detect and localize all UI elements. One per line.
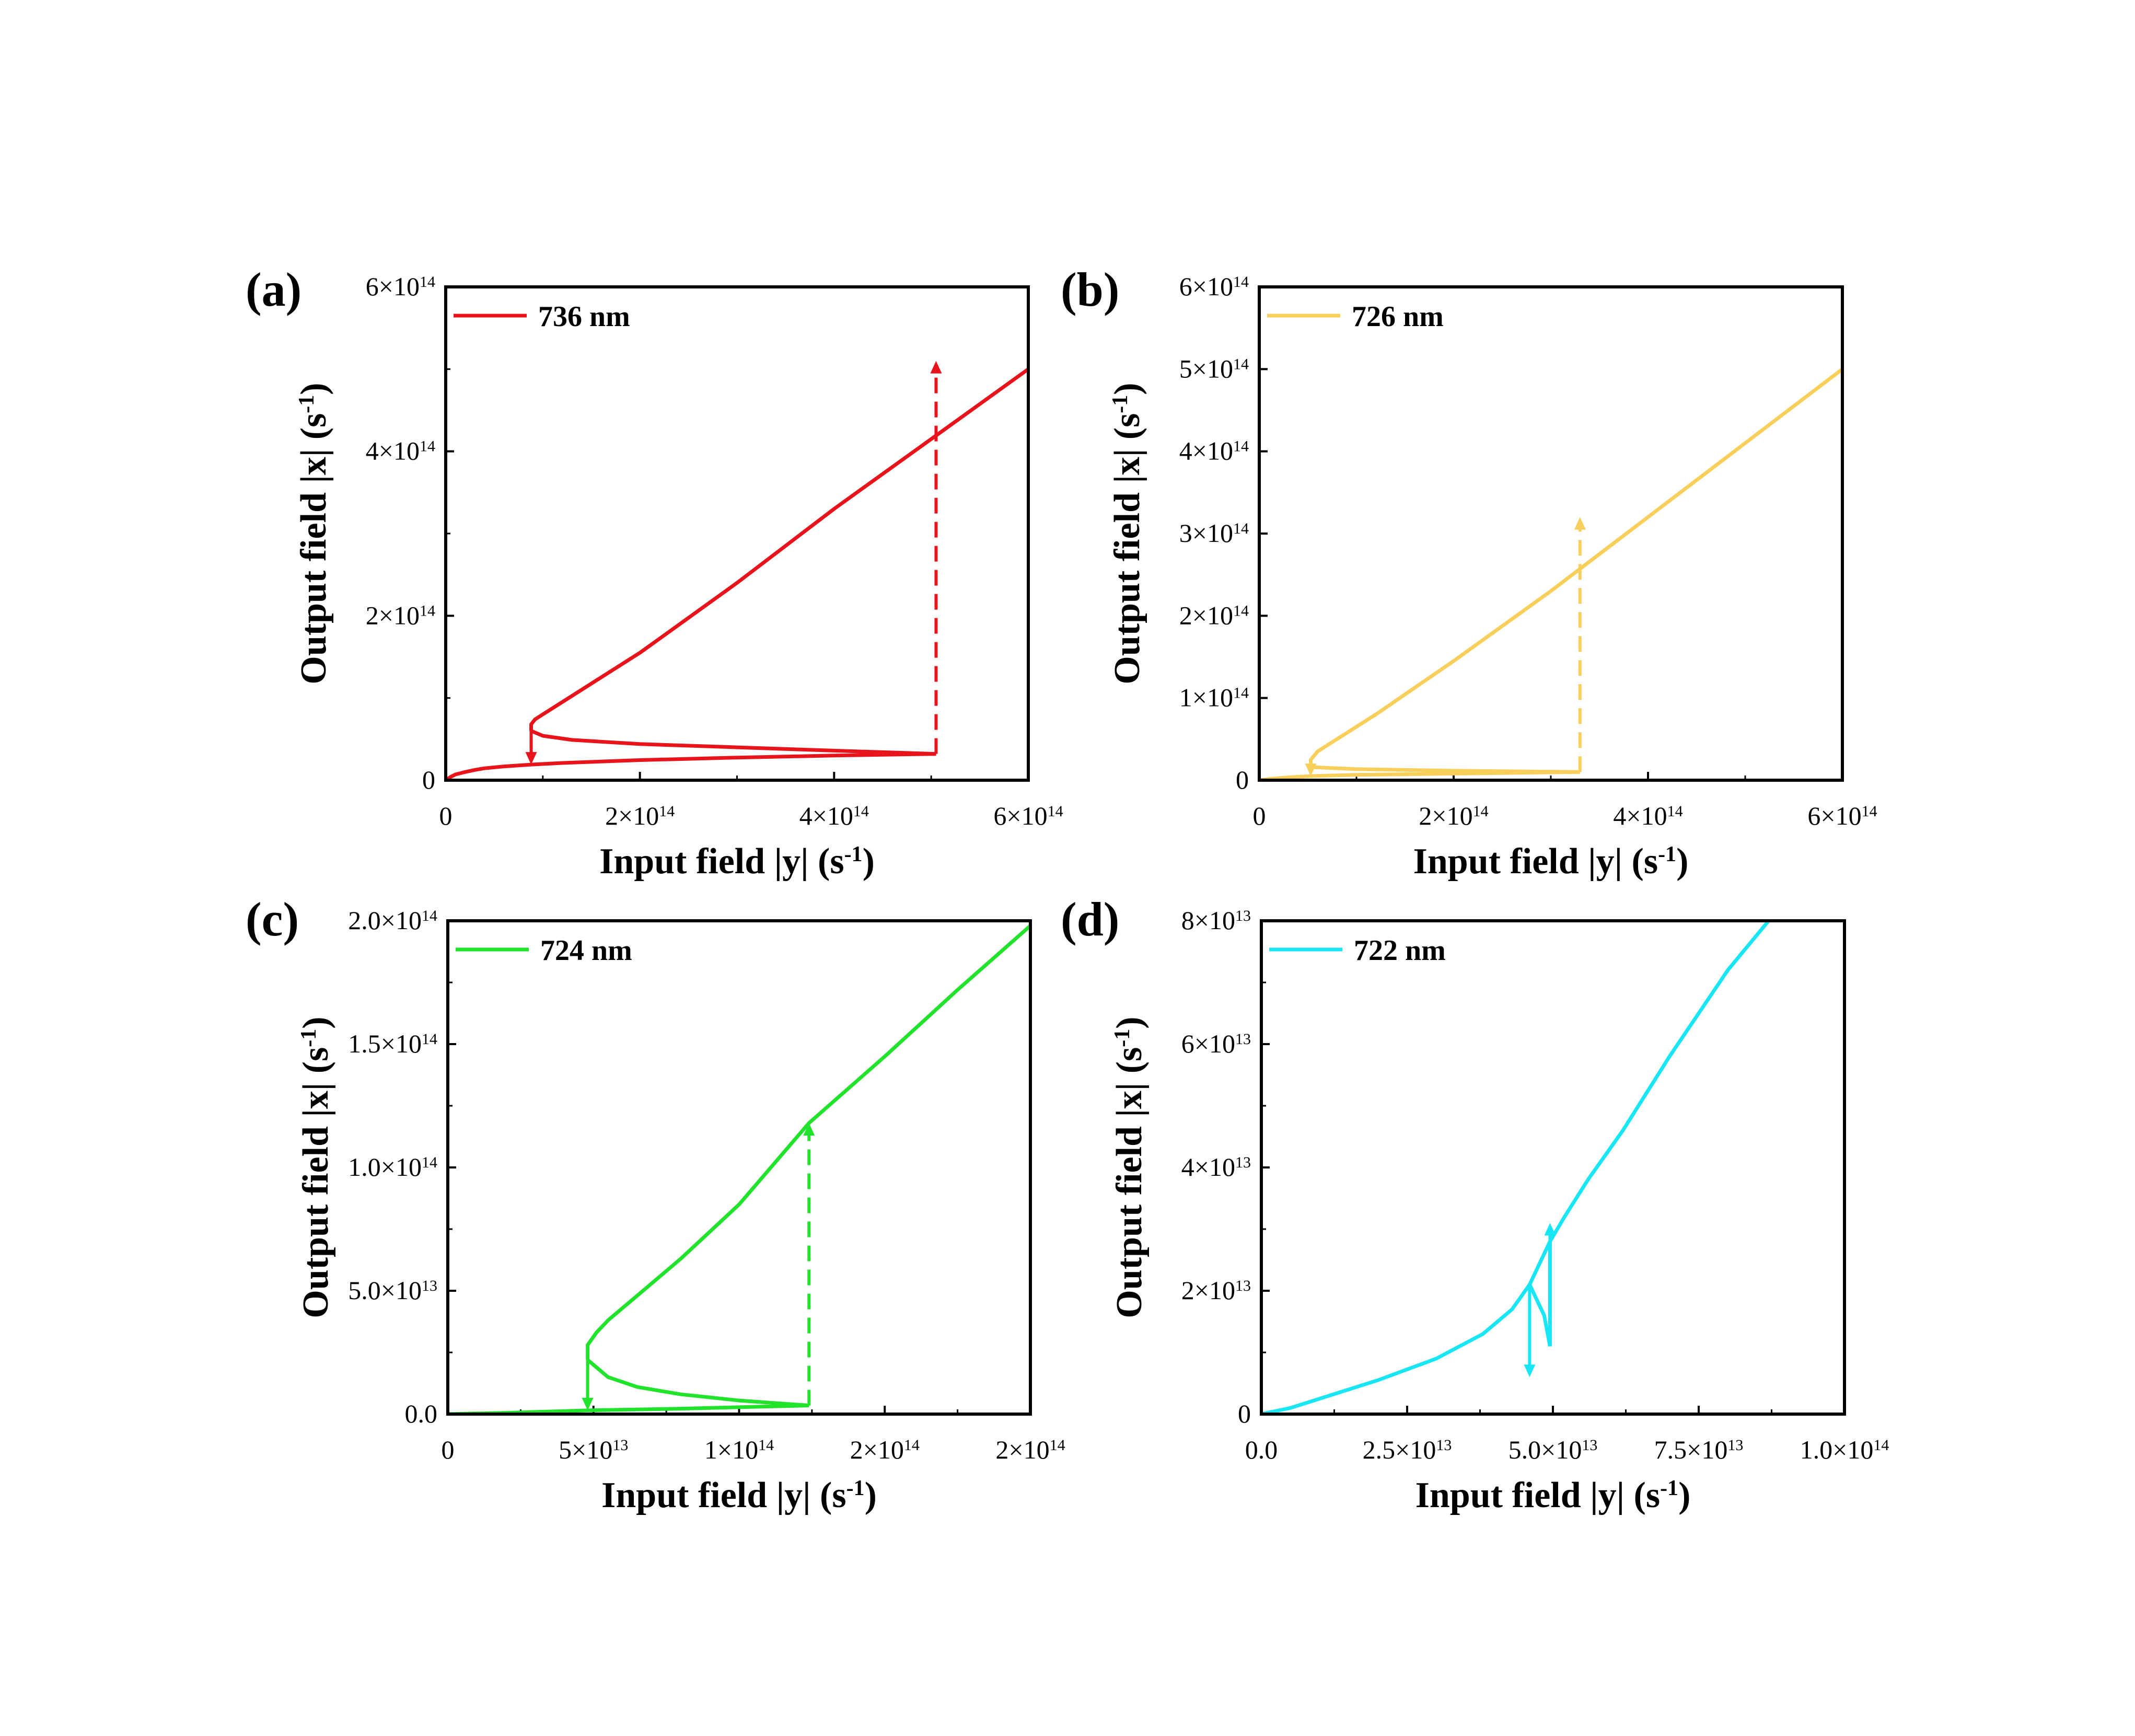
series-line-middle-branch <box>530 729 936 756</box>
series-line-lower-branch <box>446 752 936 780</box>
y-tick-label: 0 <box>422 765 435 794</box>
y-axis-label: Output field |x| (s-1) <box>1107 383 1147 684</box>
panel-label: (b) <box>1061 263 1119 316</box>
jump-down-arrowhead <box>525 752 537 765</box>
plot-frame <box>1260 919 1846 1416</box>
y-tick-label: 0.0 <box>405 1399 438 1428</box>
jump-up-arrowhead <box>803 1123 815 1136</box>
series-group <box>448 924 1030 1414</box>
series-line-upper-branch <box>1548 921 1770 1347</box>
x-tick-label: 7.5×1013 <box>1654 1435 1744 1464</box>
y-tick-label: 2×1013 <box>1181 1276 1251 1305</box>
series-line-upper-branch <box>1309 367 1842 767</box>
y-tick-label: 4×1014 <box>366 436 435 466</box>
x-tick-label: 1.0×1014 <box>1800 1435 1889 1464</box>
y-tick-label: 6×1014 <box>366 272 435 301</box>
y-tick-label: 0 <box>1238 1399 1251 1428</box>
legend-label: 724 nm <box>540 934 632 967</box>
x-axis-label: Input field |y| (s-1) <box>599 841 875 882</box>
panel-label: (a) <box>246 263 301 316</box>
x-tick-label: 4×1014 <box>1613 801 1683 830</box>
series-line-middle-branch <box>1528 1283 1552 1347</box>
y-tick-label: 2×1014 <box>1179 600 1249 630</box>
x-tick-label: 6×1014 <box>993 801 1063 830</box>
plot-frame <box>444 285 1030 782</box>
y-tick-label: 2×1014 <box>366 600 435 630</box>
x-tick-label: 2×1014 <box>850 1435 920 1464</box>
y-tick-label: 6×1014 <box>1179 272 1249 301</box>
y-tick-label: 5×1014 <box>1179 354 1249 383</box>
y-axis-label: Output field |x| (s-1) <box>296 1016 336 1318</box>
x-tick-label: 5×1013 <box>559 1435 628 1464</box>
x-tick-label: 4×1014 <box>799 801 869 830</box>
x-axis-label: Input field |y| (s-1) <box>1413 841 1689 882</box>
x-tick-label: 0 <box>1253 801 1266 830</box>
y-tick-label: 8×1013 <box>1181 906 1251 935</box>
chart-panel-3: (c) 0 5×1013 1×1014 2×1014 2×1014 0.0 5.0×1013 1… <box>246 893 1065 1515</box>
jump-down-arrowhead <box>1305 763 1317 777</box>
series-group <box>1259 367 1842 780</box>
series-line-upper-branch <box>586 924 1030 1360</box>
chart-panel-2: (b) 0 2×1014 4×1014 6×1014 0 1×1014 2×1014 3×101… <box>1061 263 1877 882</box>
series-group <box>446 367 1028 780</box>
chart-panel-1: (a) 0 2×1014 4×1014 6×1014 0 2×1014 4×1014 6×101… <box>246 263 1063 882</box>
y-tick-label: 0 <box>1236 765 1249 794</box>
series-line-upper-branch <box>529 367 1028 731</box>
y-tick-label: 1.0×1014 <box>348 1152 437 1182</box>
series-line-middle-branch <box>1310 765 1580 774</box>
series-group <box>1261 921 1770 1414</box>
x-axis-label: Input field |y| (s-1) <box>1415 1475 1691 1515</box>
y-axis-label: Output field |x| (s-1) <box>1109 1016 1150 1318</box>
x-tick-label: 0 <box>439 801 452 830</box>
y-tick-label: 4×1013 <box>1181 1152 1251 1182</box>
x-tick-label: 2.5×1013 <box>1363 1435 1452 1464</box>
x-tick-label: 5.0×1013 <box>1509 1435 1598 1464</box>
plot-frame <box>1258 285 1844 782</box>
x-tick-label: 6×1014 <box>1807 801 1877 830</box>
y-axis-label: Output field |x| (s-1) <box>294 383 334 684</box>
legend-label: 726 nm <box>1352 300 1444 333</box>
x-tick-label: 0 <box>442 1435 455 1464</box>
jump-up-arrowhead <box>1544 1223 1556 1236</box>
legend-label: 722 nm <box>1354 934 1446 967</box>
jump-down-arrowhead <box>1524 1364 1536 1378</box>
jump-down-arrowhead <box>582 1397 594 1410</box>
y-tick-label: 4×1014 <box>1179 436 1249 466</box>
y-tick-label: 1.5×1014 <box>348 1029 437 1058</box>
y-tick-label: 2.0×1014 <box>348 906 437 935</box>
x-axis-label: Input field |y| (s-1) <box>601 1475 877 1515</box>
y-tick-label: 5.0×1013 <box>348 1276 437 1305</box>
jump-up-arrowhead <box>1574 517 1586 530</box>
panel-label: (c) <box>246 893 299 946</box>
jump-up-arrowhead <box>930 361 942 374</box>
x-tick-label: 2×1014 <box>995 1435 1065 1464</box>
panel-label: (d) <box>1061 893 1119 946</box>
series-line-lower-branch <box>1261 1241 1552 1414</box>
y-tick-label: 1×1014 <box>1179 683 1249 712</box>
chart-panel-4: (d) 0.0 2.5×1013 5.0×1013 7.5×1013 1.0×1014 0 2… <box>1061 893 1889 1515</box>
plot-frame <box>446 919 1032 1416</box>
legend-label: 736 nm <box>538 300 630 333</box>
series-line-middle-branch <box>586 1358 809 1407</box>
x-tick-label: 1×1014 <box>704 1435 774 1464</box>
x-tick-label: 2×1014 <box>1419 801 1488 830</box>
y-tick-label: 6×1013 <box>1181 1029 1251 1058</box>
x-tick-label: 2×1014 <box>605 801 675 830</box>
y-tick-label: 3×1014 <box>1179 518 1249 548</box>
x-tick-label: 0.0 <box>1245 1435 1278 1464</box>
